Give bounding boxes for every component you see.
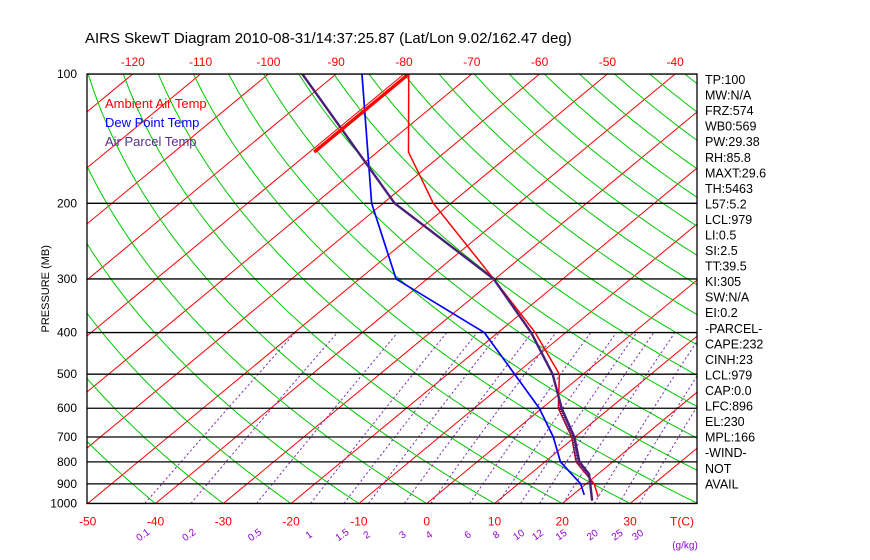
svg-text:FRZ:574: FRZ:574 (705, 104, 754, 118)
svg-text:(g/kg): (g/kg) (672, 541, 698, 552)
svg-text:100: 100 (57, 67, 77, 81)
svg-text:SI:2.5: SI:2.5 (705, 244, 738, 258)
svg-text:TH:5463: TH:5463 (705, 182, 753, 196)
svg-text:400: 400 (57, 326, 77, 340)
svg-text:MPL:166: MPL:166 (705, 431, 755, 445)
svg-text:-100: -100 (256, 55, 280, 69)
svg-text:-30: -30 (215, 515, 233, 529)
svg-text:-20: -20 (282, 515, 300, 529)
svg-text:TT:39.5: TT:39.5 (705, 260, 747, 274)
svg-text:500: 500 (57, 367, 77, 381)
svg-text:TP:100: TP:100 (705, 73, 745, 87)
svg-text:MW:N/A: MW:N/A (705, 89, 752, 103)
svg-text:KI:305: KI:305 (705, 275, 741, 289)
svg-text:300: 300 (57, 272, 77, 286)
svg-text:0: 0 (423, 515, 430, 529)
svg-text:-40: -40 (667, 55, 685, 69)
svg-text:CAP:0.0: CAP:0.0 (705, 384, 752, 398)
svg-text:CAPE:232: CAPE:232 (705, 337, 763, 351)
svg-text:MAXT:29.6: MAXT:29.6 (705, 166, 766, 180)
svg-text:T(C): T(C) (670, 515, 694, 529)
svg-text:EI:0.2: EI:0.2 (705, 306, 738, 320)
svg-text:-60: -60 (531, 55, 549, 69)
svg-text:600: 600 (57, 401, 77, 415)
svg-text:-50: -50 (599, 55, 617, 69)
svg-text:SW:N/A: SW:N/A (705, 291, 750, 305)
svg-text:PW:29.38: PW:29.38 (705, 135, 760, 149)
svg-text:Air Parcel Temp: Air Parcel Temp (105, 134, 197, 149)
svg-text:L57:5.2: L57:5.2 (705, 197, 747, 211)
svg-text:-40: -40 (147, 515, 165, 529)
svg-text:1000: 1000 (50, 497, 77, 511)
svg-text:-80: -80 (395, 55, 413, 69)
svg-text:NOT: NOT (705, 462, 732, 476)
svg-text:AVAIL: AVAIL (705, 477, 739, 491)
svg-text:EL:230: EL:230 (705, 415, 745, 429)
svg-text:-110: -110 (189, 55, 212, 69)
svg-text:-10: -10 (350, 515, 368, 529)
svg-text:-PARCEL-: -PARCEL- (705, 322, 762, 336)
svg-text:PRESSURE (MB): PRESSURE (MB) (40, 245, 52, 332)
svg-text:Dew Point Temp: Dew Point Temp (105, 115, 199, 130)
svg-text:20: 20 (556, 515, 570, 529)
svg-text:30: 30 (623, 515, 637, 529)
svg-text:-90: -90 (328, 55, 346, 69)
svg-text:AIRS SkewT Diagram 2010-08-31/: AIRS SkewT Diagram 2010-08-31/14:37:25.8… (85, 30, 572, 47)
svg-text:Ambient Air Temp: Ambient Air Temp (105, 96, 207, 111)
svg-text:LFC:896: LFC:896 (705, 400, 753, 414)
svg-text:-120: -120 (121, 55, 145, 69)
svg-text:-WIND-: -WIND- (705, 446, 747, 460)
svg-text:-70: -70 (463, 55, 481, 69)
svg-text:200: 200 (57, 196, 77, 210)
svg-text:LCL:979: LCL:979 (705, 368, 752, 382)
svg-text:RH:85.8: RH:85.8 (705, 151, 751, 165)
svg-text:LCL:979: LCL:979 (705, 213, 752, 227)
svg-text:-50: -50 (79, 515, 97, 529)
svg-text:10: 10 (488, 515, 502, 529)
svg-text:700: 700 (57, 430, 77, 444)
svg-text:CINH:23: CINH:23 (705, 353, 753, 367)
svg-text:LI:0.5: LI:0.5 (705, 229, 736, 243)
svg-text:800: 800 (57, 455, 77, 469)
svg-text:900: 900 (57, 477, 77, 491)
svg-text:WB0:569: WB0:569 (705, 120, 756, 134)
